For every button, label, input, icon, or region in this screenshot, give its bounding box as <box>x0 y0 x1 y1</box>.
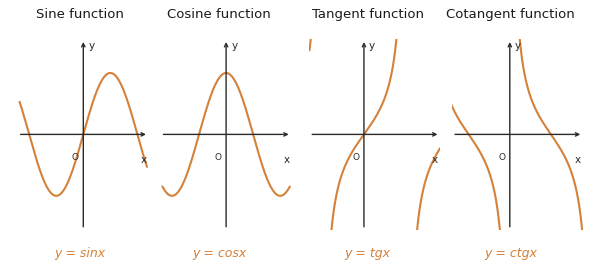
Text: x: x <box>140 155 146 165</box>
Text: y = ctgx: y = ctgx <box>484 248 537 260</box>
Text: O: O <box>215 153 222 162</box>
Text: y = sinx: y = sinx <box>55 248 106 260</box>
Text: O: O <box>499 153 505 162</box>
Text: O: O <box>72 153 79 162</box>
Text: Cosine function: Cosine function <box>167 8 271 21</box>
Text: y: y <box>515 41 521 51</box>
Text: O: O <box>353 153 359 162</box>
Text: x: x <box>432 155 438 165</box>
Text: y: y <box>89 41 95 51</box>
Text: x: x <box>283 155 289 165</box>
Text: Sine function: Sine function <box>36 8 124 21</box>
Text: y: y <box>231 41 237 51</box>
Text: x: x <box>575 155 581 165</box>
Text: Cotangent function: Cotangent function <box>446 8 575 21</box>
Text: Tangent function: Tangent function <box>312 8 424 21</box>
Text: y: y <box>369 41 375 51</box>
Text: y = cosx: y = cosx <box>192 248 246 260</box>
Text: y = tgx: y = tgx <box>345 248 391 260</box>
